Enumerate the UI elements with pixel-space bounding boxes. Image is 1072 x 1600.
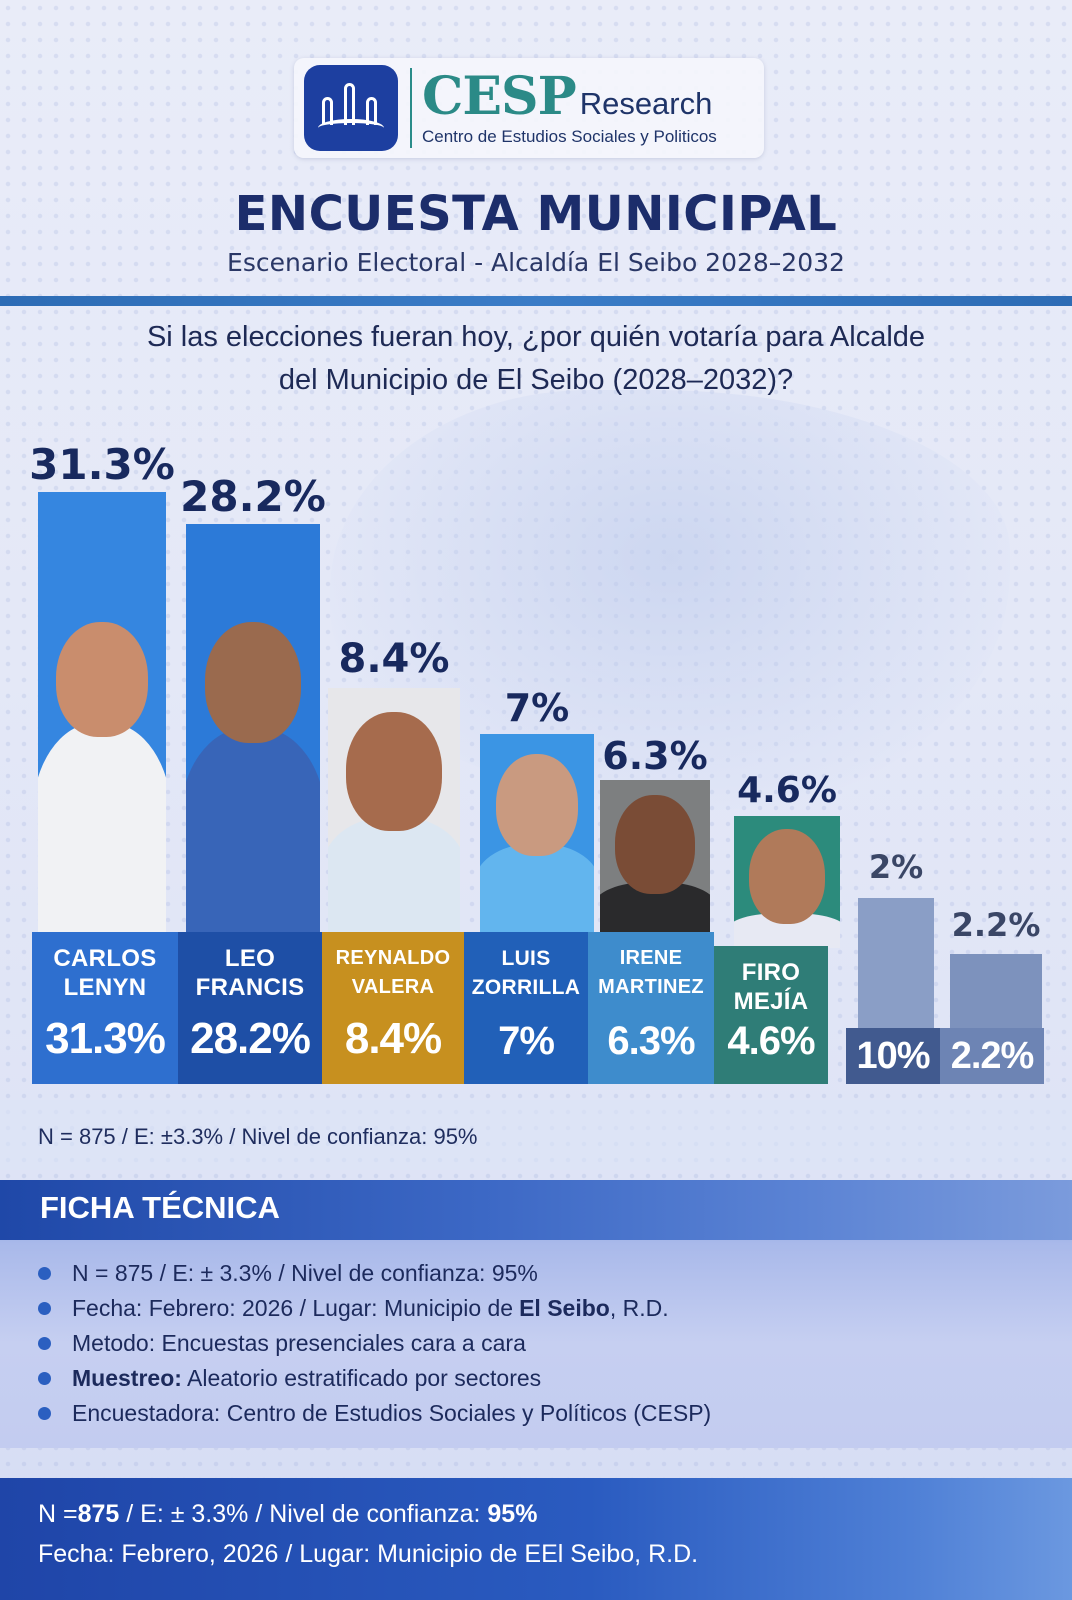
bar-value-label: 2% (868, 848, 924, 886)
candidate-label: CARLOS LENYN 31.3% (32, 932, 178, 1084)
candidate-name: FIRO MEJÍA (733, 959, 809, 1015)
ficha-header-band (0, 1180, 1072, 1240)
page-title: ENCUESTA MUNICIPAL (234, 186, 838, 242)
shoulders-placeholder (328, 816, 460, 934)
ficha-item: Fecha: Febrero: 2026 / Lugar: Municipio … (38, 1291, 711, 1326)
shoulders-placeholder (480, 844, 594, 934)
logo-divider (410, 68, 412, 148)
bar-value-label: 28.2% (180, 472, 326, 521)
ficha-item: N = 875 / E: ± 3.3% / Nivel de confianza… (38, 1256, 711, 1291)
face-placeholder (748, 829, 826, 925)
candidate-name: LEO FRANCIS (195, 945, 305, 1001)
bar-value-label: 6.3% (602, 734, 708, 778)
bar-value-label: 8.4% (338, 636, 450, 682)
sample-info: N = 875 / E: ±3.3% / Nivel de confianza:… (38, 1124, 478, 1149)
footer-date-line: Fecha: Febrero, 2026 / Lugar: Municipio … (38, 1540, 699, 1568)
face-placeholder (346, 712, 442, 832)
bullet-icon (38, 1372, 51, 1385)
candidate-label: FIRO MEJÍA 4.6% (714, 946, 828, 1084)
candidate-label: REYNALDO VALERA 8.4% (322, 932, 464, 1084)
logo-suffix: Research (579, 86, 713, 121)
candidate-name: REYNALDO VALERA (335, 947, 451, 998)
candidate-percentage: 28.2% (190, 1014, 311, 1063)
candidate-label: 2.2% (940, 1028, 1044, 1084)
candidate-name: IRENE MARTINEZ (598, 947, 704, 998)
question-line-1: Si las elecciones fueran hoy, ¿por quién… (146, 321, 926, 353)
title-divider (0, 296, 1072, 306)
face-placeholder (495, 753, 579, 857)
candidate-label: IRENE MARTINEZ 6.3% (588, 932, 714, 1084)
page-subtitle: Escenario Electoral - Alcaldía El Seibo … (227, 248, 845, 277)
candidate-label: LEO FRANCIS 28.2% (178, 932, 322, 1084)
candidate-photo (600, 780, 710, 934)
bar-value-label: 4.6% (737, 770, 837, 811)
candidate-name: CARLOS LENYN (53, 945, 157, 1001)
ficha-item: Encuestadora: Centro de Estudios Sociale… (38, 1396, 711, 1431)
candidate-percentage: 4.6% (727, 1019, 815, 1063)
candidate-percentage: 2.2% (950, 1035, 1035, 1077)
cesp-logo-icon (304, 65, 398, 151)
candidate-photo (734, 816, 840, 948)
survey-question: Si las elecciones fueran hoy, ¿por quién… (0, 316, 1072, 402)
candidate-percentage: 10% (856, 1035, 930, 1077)
footer: N =875 / E: ± 3.3% / Nivel de confianza:… (0, 1478, 1072, 1600)
ficha-item: Muestreo: Aleatorio estratificado por se… (38, 1361, 711, 1396)
candidate-percentage: 31.3% (45, 1014, 166, 1063)
face-placeholder (204, 622, 302, 743)
bullet-icon (38, 1407, 51, 1420)
bullet-icon (38, 1267, 51, 1280)
logo: CESP Research Centro de Estudios Sociale… (294, 58, 764, 158)
candidate-name: LUIS ZORRILLA (471, 947, 581, 999)
bar-fill (950, 954, 1042, 1030)
face-placeholder (55, 622, 149, 738)
candidate-photo (328, 688, 460, 934)
candidate-photo (38, 492, 166, 934)
candidate-percentage: 8.4% (344, 1014, 442, 1063)
bullet-icon (38, 1337, 51, 1350)
logo-brand: CESP (422, 66, 577, 127)
question-line-2: del Municipio de El Seibo (2028–2032)? (278, 364, 794, 396)
candidate-photo (186, 524, 320, 934)
bar-chart: 31.3% CARLOS LENYN 31.3% 28.2% LEO FRANCIS 28.2… (29, 440, 1044, 1084)
shoulders-placeholder (38, 723, 166, 934)
candidate-percentage: 6.3% (607, 1019, 695, 1063)
ficha-item: Metodo: Encuestas presenciales cara a ca… (38, 1326, 711, 1361)
bar-fill (858, 898, 934, 1030)
sample-band (0, 1100, 1072, 1170)
candidate-label: LUIS ZORRILLA 7% (464, 932, 588, 1084)
candidate-percentage: 7% (498, 1019, 555, 1063)
ficha-list: N = 875 / E: ± 3.3% / Nivel de confianza… (38, 1256, 711, 1431)
bar-value-label: 31.3% (29, 440, 175, 489)
candidate-label: 10% (846, 1028, 940, 1084)
face-placeholder (615, 795, 695, 895)
footer-sample-line: N =875 / E: ± 3.3% / Nivel de confianza:… (38, 1500, 538, 1528)
bar-value-label: 2.2% (951, 906, 1041, 944)
bar-value-label: 7% (504, 686, 570, 730)
shoulders-placeholder (186, 728, 320, 934)
candidate-photo (480, 734, 594, 934)
ficha-title: FICHA TÉCNICA (40, 1190, 280, 1225)
bullet-icon (38, 1302, 51, 1315)
logo-tagline: Centro de Estudios Sociales y Politicos (422, 127, 717, 146)
